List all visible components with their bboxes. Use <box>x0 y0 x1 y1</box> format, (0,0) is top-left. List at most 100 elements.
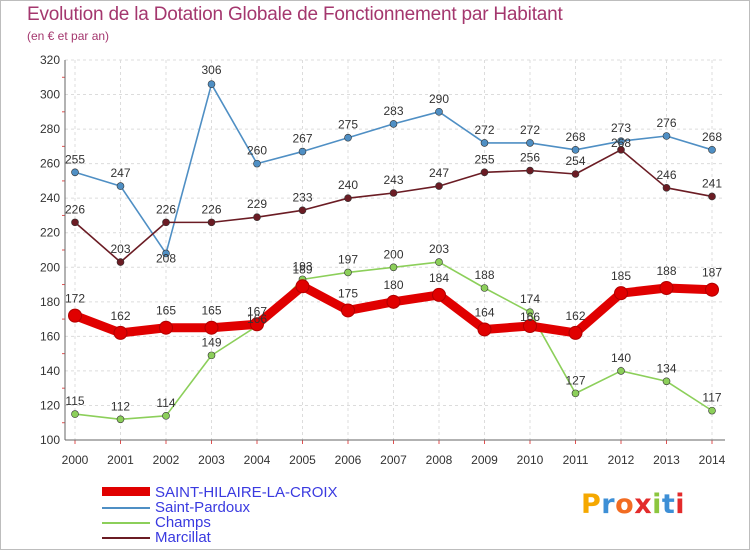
data-point-champs <box>435 258 443 266</box>
data-point-saint-hilaire-la-croix <box>113 325 128 340</box>
data-point-champs <box>344 268 352 277</box>
data-label-saint-pardoux: 272 <box>474 123 494 137</box>
data-point-saint-hilaire-la-croix <box>341 303 355 318</box>
data-label-champs: 188 <box>474 268 494 282</box>
data-point-saint-hilaire-la-croix <box>477 322 492 337</box>
data-point-marcillat <box>389 189 398 197</box>
data-point-champs <box>116 415 125 424</box>
y-tick-label: 240 <box>40 191 60 205</box>
data-label-marcillat: 241 <box>702 176 722 190</box>
data-label-marcillat: 246 <box>656 168 676 182</box>
data-label-saint-hilaire-la-croix: 162 <box>110 309 130 323</box>
data-label-saint-hilaire-la-croix: 165 <box>201 304 221 318</box>
data-label-saint-hilaire-la-croix: 185 <box>611 269 631 283</box>
chart-subtitle: (en € et par an) <box>27 29 110 43</box>
data-label-champs: 134 <box>656 361 676 375</box>
data-label-saint-hilaire-la-croix: 189 <box>292 262 312 276</box>
data-label-saint-hilaire-la-croix: 188 <box>656 264 676 278</box>
data-label-marcillat: 240 <box>338 178 358 192</box>
data-point-saint-hilaire-la-croix <box>659 281 674 295</box>
data-label-saint-pardoux: 208 <box>156 251 176 265</box>
data-point-marcillat <box>617 146 625 154</box>
proxiti-logo: Proxiti <box>581 489 685 520</box>
data-label-saint-hilaire-la-croix: 162 <box>565 309 585 323</box>
data-point-saint-hilaire-la-croix <box>568 325 583 340</box>
x-tick-label: 2013 <box>653 453 680 467</box>
data-point-marcillat <box>662 184 671 192</box>
data-label-marcillat: 243 <box>383 173 403 187</box>
data-point-marcillat <box>435 182 443 190</box>
data-point-champs <box>617 367 625 375</box>
data-point-champs <box>662 377 671 386</box>
data-label-champs: 166 <box>247 312 267 326</box>
data-point-saint-hilaire-la-croix <box>523 319 537 333</box>
y-tick-label: 280 <box>40 122 60 136</box>
logo-letter: o <box>615 489 635 520</box>
x-tick-label: 2006 <box>335 453 362 467</box>
data-label-champs: 174 <box>520 292 540 306</box>
data-label-marcillat: 254 <box>565 154 585 168</box>
data-point-marcillat <box>344 194 352 202</box>
data-point-saint-hilaire-la-croix <box>386 294 401 309</box>
data-label-champs: 115 <box>65 394 84 408</box>
data-point-champs <box>162 412 170 420</box>
data-point-saint-pardoux <box>253 159 261 168</box>
data-label-saint-pardoux: 276 <box>656 116 676 130</box>
legend-label-marcillat: Marcillat <box>155 529 211 546</box>
data-point-saint-pardoux <box>526 139 534 147</box>
data-point-saint-pardoux <box>389 120 398 128</box>
data-point-saint-pardoux <box>571 146 580 154</box>
x-tick-label: 2002 <box>153 453 180 467</box>
data-label-saint-hilaire-la-croix: 180 <box>383 278 403 292</box>
data-label-saint-pardoux: 255 <box>65 152 85 166</box>
y-tick-label: 160 <box>40 329 60 343</box>
data-point-champs <box>480 284 489 292</box>
logo-letter: x <box>634 489 653 520</box>
data-label-saint-pardoux: 306 <box>201 63 221 77</box>
legend-label-champs: Champs <box>155 514 211 531</box>
data-point-marcillat <box>480 168 489 177</box>
data-point-saint-pardoux <box>162 249 170 258</box>
data-label-champs: 197 <box>338 252 358 266</box>
data-point-saint-hilaire-la-croix <box>295 279 310 294</box>
data-point-saint-pardoux <box>344 133 352 142</box>
series <box>68 80 719 424</box>
logo-letter: r <box>601 489 616 520</box>
data-label-marcillat: 203 <box>110 242 130 256</box>
data-point-champs <box>571 389 580 398</box>
data-label-marcillat: 256 <box>520 151 540 165</box>
y-tick-label: 300 <box>40 88 60 102</box>
data-label-champs: 112 <box>111 399 130 413</box>
legend-swatch-saint-hilaire <box>102 487 150 496</box>
data-point-saint-hilaire-la-croix <box>432 287 446 302</box>
data-point-marcillat <box>71 218 79 227</box>
data-label-champs: 140 <box>611 351 631 365</box>
grid <box>65 59 725 441</box>
data-label-saint-pardoux: 275 <box>338 118 358 132</box>
data-label-saint-hilaire-la-croix: 184 <box>429 271 449 285</box>
x-tick-label: 2000 <box>62 453 89 467</box>
x-tick-label: 2011 <box>563 453 589 467</box>
data-point-saint-hilaire-la-croix <box>614 286 628 301</box>
data-point-saint-pardoux <box>71 168 79 177</box>
data-label-champs: 193 <box>292 259 312 273</box>
data-point-saint-pardoux <box>708 146 716 154</box>
data-point-champs <box>526 308 534 316</box>
data-label-marcillat: 247 <box>429 166 449 180</box>
data-label-champs: 149 <box>201 335 221 349</box>
data-point-champs <box>708 406 716 415</box>
x-tick-label: 2003 <box>198 453 225 467</box>
data-point-saint-pardoux <box>480 139 489 147</box>
data-point-saint-pardoux <box>662 132 671 140</box>
data-point-saint-hilaire-la-croix <box>705 282 719 297</box>
data-point-marcillat <box>708 192 716 201</box>
data-label-marcillat: 226 <box>65 202 85 216</box>
y-tick-label: 120 <box>40 398 60 412</box>
data-label-champs: 117 <box>702 391 721 405</box>
data-label-saint-hilaire-la-croix: 172 <box>65 292 85 306</box>
data-point-saint-hilaire-la-croix <box>159 320 173 335</box>
data-label-saint-pardoux: 283 <box>383 104 403 118</box>
x-tick-label: 2005 <box>289 453 316 467</box>
